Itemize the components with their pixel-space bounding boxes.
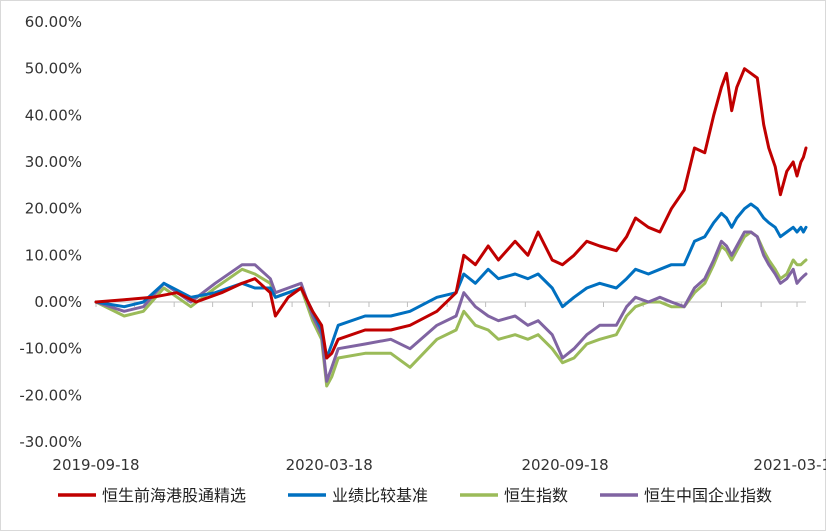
x-tick-label: 2019-09-18 <box>52 456 139 474</box>
y-tick-label: -30.00% <box>19 433 82 451</box>
x-tick-label: 2021-03-18 <box>753 456 826 474</box>
y-tick-label: -20.00% <box>19 386 82 404</box>
y-tick-label: 0.00% <box>34 293 82 311</box>
y-tick-label: 50.00% <box>25 60 82 78</box>
series-line-0 <box>94 67 808 360</box>
y-tick-label: -10.00% <box>19 340 82 358</box>
y-tick-label: 20.00% <box>25 200 82 218</box>
series-line-3 <box>94 230 808 383</box>
legend-label: 恒生前海港股通精选 <box>102 486 246 505</box>
legend-label: 恒生中国企业指数 <box>644 486 772 505</box>
legend-label: 业绩比较基准 <box>332 486 428 505</box>
y-axis-ticks: 60.00% 50.00% 40.00% 30.00% 20.00% 10.00% 0.00… <box>19 13 82 451</box>
series-layer <box>94 67 808 388</box>
y-tick-label: 40.00% <box>25 106 82 124</box>
series-line-1 <box>94 202 808 360</box>
y-tick-label: 60.00% <box>25 13 82 31</box>
legend-label: 恒生指数 <box>504 486 568 505</box>
x-tick-label: 2020-09-18 <box>521 456 608 474</box>
legend: 恒生前海港股通精选 业绩比较基准 恒生指数 恒生中国企业指数 <box>58 486 772 505</box>
y-tick-label: 10.00% <box>25 246 82 264</box>
y-tick-label: 30.00% <box>25 153 82 171</box>
x-tick-label: 2020-03-18 <box>286 456 373 474</box>
